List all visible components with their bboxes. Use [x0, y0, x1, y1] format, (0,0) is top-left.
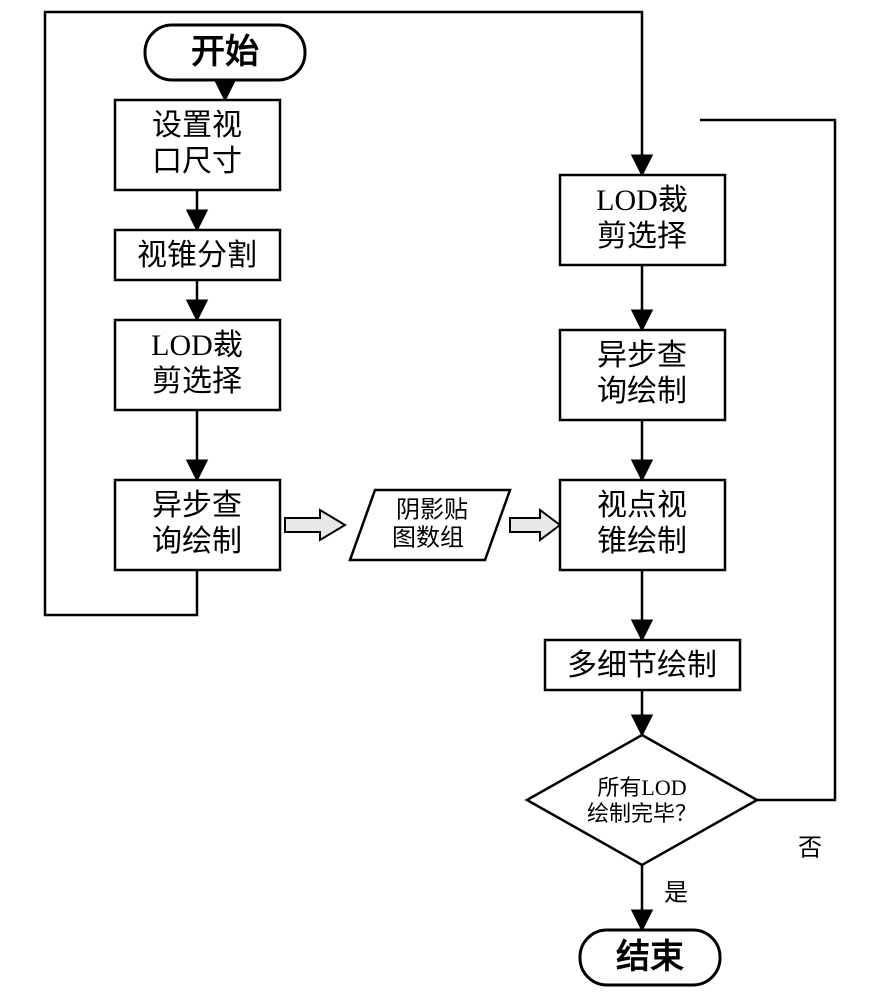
label-shadow-2: 图数组	[392, 525, 464, 552]
blockarrow-left	[285, 510, 345, 540]
label-asyncR-1: 异步查	[597, 339, 687, 372]
blockarrow-right	[510, 510, 560, 540]
label-lodR-1: LOD裁	[596, 184, 688, 217]
label-vpf-1: 视点视	[597, 489, 687, 522]
label-no: 否	[798, 836, 822, 862]
label-frustum: 视锥分割	[137, 239, 257, 272]
label-viewport-1: 设置视	[152, 109, 242, 142]
label-lodR-2: 剪选择	[597, 220, 687, 253]
label-vpf-2: 锥绘制	[597, 525, 687, 558]
label-lodL-1: LOD裁	[151, 329, 243, 362]
label-start: 开始	[191, 33, 259, 71]
label-multi: 多细节绘制	[567, 649, 717, 682]
label-end: 结束	[616, 938, 684, 976]
label-yes: 是	[664, 881, 688, 907]
label-asyncL-2: 询绘制	[152, 525, 242, 558]
label-decision-1: 所有LOD	[597, 775, 686, 800]
label-decision-2: 绘制完毕？	[587, 801, 697, 826]
label-asyncR-2: 询绘制	[597, 375, 687, 408]
label-lodL-2: 剪选择	[152, 365, 242, 398]
label-asyncL-1: 异步查	[152, 489, 242, 522]
label-viewport-2: 口尺寸	[152, 145, 242, 178]
label-shadow-1: 阴影贴	[396, 497, 468, 524]
